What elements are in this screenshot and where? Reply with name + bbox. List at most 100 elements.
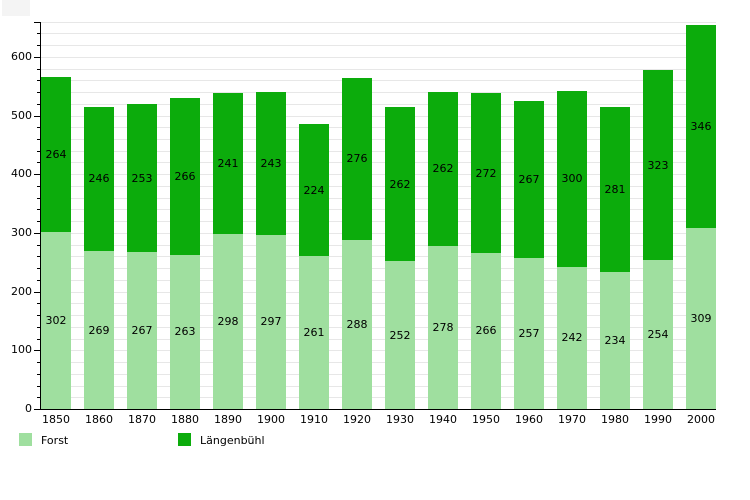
- bar-value-label-forst: 298: [217, 315, 239, 329]
- y-axis-tick: [34, 291, 40, 293]
- y-axis-tick: [37, 138, 40, 140]
- bar-value-label-laengenbuehl: 323: [647, 158, 669, 172]
- x-axis-label: 1880: [171, 413, 199, 426]
- gridline: [40, 326, 716, 328]
- bar-segment-forst: 302: [41, 231, 71, 409]
- gridline: [40, 115, 716, 117]
- bar-value-label-laengenbuehl: 241: [217, 156, 239, 170]
- bar-segment-laengenbuehl: 323: [643, 70, 673, 260]
- y-axis-tick: [37, 244, 40, 246]
- bar-value-label-forst: 297: [260, 315, 282, 329]
- gridline: [40, 315, 716, 317]
- bar-segment-forst: 267: [127, 252, 157, 409]
- gridline: [40, 291, 716, 293]
- legend-swatch-laengenbuehl: [178, 433, 191, 446]
- plot-area: 302 264 1850 269 246 1860 267 253 1870 263 266 1880…: [11, 21, 716, 426]
- gridline: [40, 33, 716, 35]
- legend-label-forst: Forst: [41, 434, 69, 447]
- gridline: [40, 244, 716, 246]
- bar-segment-laengenbuehl: 241: [213, 92, 243, 235]
- x-axis-label: 1970: [558, 413, 586, 426]
- bar-value-label-forst: 242: [561, 331, 583, 345]
- bar-value-label-laengenbuehl: 262: [389, 177, 411, 191]
- bar-segment-laengenbuehl: 246: [84, 106, 114, 252]
- bar-value-label-laengenbuehl: 224: [303, 183, 325, 197]
- bar-segment-forst: 288: [342, 239, 372, 409]
- y-axis-tick: [37, 256, 40, 258]
- x-axis-label: 1960: [515, 413, 543, 426]
- bar-value-label-forst: 278: [432, 320, 454, 334]
- gridline: [40, 279, 716, 281]
- bar-value-label-forst: 257: [518, 327, 540, 341]
- y-axis-tick: [37, 279, 40, 281]
- bar-segment-laengenbuehl: 276: [342, 77, 372, 240]
- x-axis-label: 1950: [472, 413, 500, 426]
- y-axis-tick: [34, 232, 40, 234]
- gridline: [40, 56, 716, 58]
- bar-value-label-forst: 302: [45, 313, 67, 327]
- x-axis-label: 1920: [343, 413, 371, 426]
- bar-segment-laengenbuehl: 346: [686, 24, 716, 228]
- bar-value-label-forst: 252: [389, 328, 411, 342]
- x-axis-label: 1910: [300, 413, 328, 426]
- y-axis-tick: [37, 326, 40, 328]
- gridline: [40, 80, 716, 82]
- bar-segment-forst: 278: [428, 245, 458, 409]
- x-axis-label: 2000: [687, 413, 715, 426]
- bar-segment-laengenbuehl: 272: [471, 93, 501, 253]
- y-axis-tick: [37, 80, 40, 82]
- x-axis-label: 1890: [214, 413, 242, 426]
- y-axis-line: [40, 21, 41, 410]
- x-axis-line: [34, 409, 716, 410]
- y-axis-tick: [37, 185, 40, 187]
- gridline: [40, 162, 716, 164]
- x-axis-label: 1850: [42, 413, 70, 426]
- y-axis-tick: [37, 338, 40, 340]
- bar-segment-forst: 234: [600, 271, 630, 409]
- bar-value-label-forst: 269: [88, 323, 110, 337]
- y-axis-tick-label: 200: [11, 284, 32, 298]
- y-axis-tick: [37, 303, 40, 305]
- gridline: [40, 221, 716, 223]
- y-axis-tick: [37, 68, 40, 70]
- bar-value-label-laengenbuehl: 264: [45, 147, 67, 161]
- y-axis-tick-label: 0: [25, 402, 32, 415]
- y-axis-tick: [37, 127, 40, 129]
- bar-value-label-laengenbuehl: 272: [475, 166, 497, 180]
- bar-value-label-forst: 288: [346, 317, 368, 331]
- bar-value-label-laengenbuehl: 267: [518, 173, 540, 187]
- gridline: [40, 21, 716, 23]
- y-axis-tick: [37, 197, 40, 199]
- gridline: [40, 256, 716, 258]
- gridline: [40, 138, 716, 140]
- y-axis-tick: [34, 56, 40, 58]
- bar-segment-laengenbuehl: 267: [514, 101, 544, 259]
- bar-segment-laengenbuehl: 264: [41, 76, 71, 232]
- gridline: [40, 362, 716, 364]
- bar-segment-laengenbuehl: 266: [170, 98, 200, 255]
- corner-artifact: [2, 0, 30, 16]
- bar-value-label-forst: 267: [131, 324, 153, 338]
- y-axis-tick: [37, 45, 40, 47]
- bar-segment-forst: 298: [213, 234, 243, 409]
- bar-segment-forst: 266: [471, 252, 501, 409]
- x-axis-label: 1990: [644, 413, 672, 426]
- y-axis-tick-label: 500: [11, 108, 32, 122]
- gridline: [40, 303, 716, 305]
- gridline: [40, 373, 716, 375]
- gridline: [40, 185, 716, 187]
- gridline: [40, 338, 716, 340]
- bar-value-label-laengenbuehl: 276: [346, 152, 368, 166]
- y-axis-tick: [34, 350, 40, 352]
- bar-value-label-forst: 263: [174, 325, 196, 339]
- y-axis-tick: [34, 21, 40, 23]
- bar-segment-laengenbuehl: 262: [428, 92, 458, 246]
- bar-value-label-laengenbuehl: 346: [690, 119, 712, 133]
- y-axis-tick-label: 300: [11, 225, 32, 239]
- gridline: [40, 209, 716, 211]
- y-axis-tick-label: 600: [11, 49, 32, 63]
- y-axis-tick: [37, 209, 40, 211]
- y-axis-tick: [34, 174, 40, 176]
- gridline: [40, 45, 716, 47]
- y-axis-tick: [37, 221, 40, 223]
